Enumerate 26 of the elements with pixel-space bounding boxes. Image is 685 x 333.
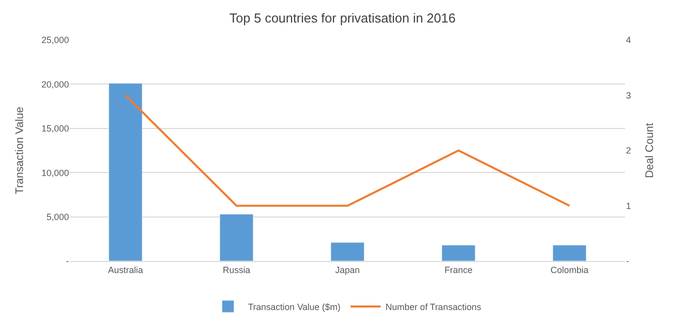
bar — [442, 244, 476, 261]
y-tick-label: - — [66, 256, 69, 266]
y2-tick-label: - — [626, 256, 629, 266]
legend-label: Transaction Value ($m) — [248, 302, 341, 312]
x-tick-label: Colombia — [550, 264, 589, 275]
y2-axis-title: Deal Count — [644, 122, 656, 178]
y-tick-label: 20,000 — [41, 79, 69, 90]
y-tick-label: 5,000 — [46, 212, 69, 222]
y2-tick-label: 4 — [626, 35, 632, 46]
y2-tick-label: 2 — [626, 146, 632, 156]
y-axis-title: Transaction Value — [14, 106, 26, 194]
y-tick-label: 10,000 — [41, 168, 69, 178]
x-tick-label: Russia — [222, 264, 250, 275]
bar — [220, 214, 254, 261]
bar — [108, 83, 142, 261]
bar — [330, 242, 364, 261]
y-tick-label: 15,000 — [41, 124, 69, 134]
y2-tick-label: 3 — [626, 90, 632, 100]
x-tick-label: Japan — [335, 264, 360, 275]
x-tick-label: France — [444, 264, 473, 275]
x-tick-label: Australia — [108, 264, 144, 275]
bar — [552, 244, 586, 261]
y-tick-label: 25,000 — [41, 35, 69, 46]
legend-label: Number of Transactions — [386, 302, 482, 312]
chart-title: Top 5 countries for privatisation in 2016 — [229, 10, 456, 26]
y2-tick-label: 1 — [626, 200, 632, 211]
